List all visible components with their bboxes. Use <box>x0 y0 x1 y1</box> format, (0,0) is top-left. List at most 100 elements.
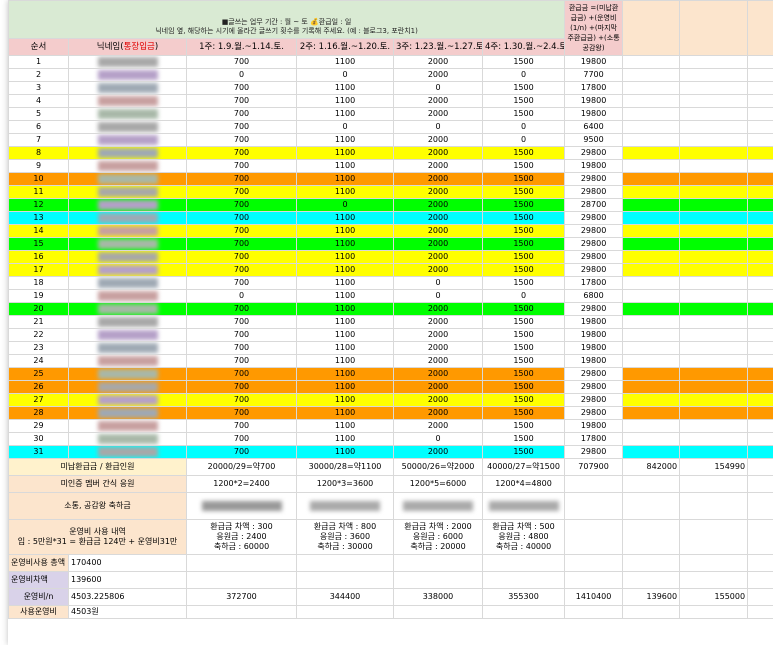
ops-balance-value[interactable]: 139600 <box>68 571 187 589</box>
nickname-cell[interactable] <box>68 107 187 121</box>
total-cell[interactable]: 29800 <box>564 406 624 420</box>
week3-cell[interactable]: 2000 <box>393 406 483 420</box>
week1-cell[interactable]: 700 <box>186 81 297 95</box>
week1-cell[interactable]: 700 <box>186 341 297 355</box>
week2-cell[interactable]: 1100 <box>296 276 394 290</box>
nickname-cell[interactable] <box>68 445 187 459</box>
blank-cell[interactable] <box>622 55 681 69</box>
week4-cell[interactable]: 1500 <box>481 211 566 225</box>
week2-cell[interactable]: 1100 <box>296 133 394 147</box>
blank-cell[interactable] <box>622 0 681 56</box>
blank-cell[interactable] <box>747 354 773 368</box>
week3-cell[interactable]: 2000 <box>393 328 483 342</box>
total-cell[interactable]: 29800 <box>564 445 624 459</box>
week4-cell[interactable]: 1500 <box>481 315 566 329</box>
blank-cell[interactable] <box>622 198 681 212</box>
week1-cell[interactable]: 700 <box>186 419 297 433</box>
blank-cell[interactable] <box>679 120 749 134</box>
blank-cell[interactable] <box>186 554 297 572</box>
total-cell[interactable]: 28700 <box>564 198 624 212</box>
blank-cell[interactable] <box>747 159 773 173</box>
blank-cell[interactable] <box>679 237 749 251</box>
week2-cell[interactable]: 1100 <box>296 172 394 186</box>
blank-cell[interactable] <box>622 554 681 572</box>
blank-cell[interactable] <box>679 0 749 56</box>
blank-cell[interactable] <box>564 571 624 589</box>
week1-cell[interactable]: 700 <box>186 55 297 69</box>
unpaid-extra2[interactable]: 154990 <box>679 458 749 476</box>
week2-cell[interactable]: 1100 <box>296 185 394 199</box>
blank-cell[interactable] <box>747 393 773 407</box>
blank-cell[interactable] <box>747 406 773 420</box>
nickname-cell[interactable] <box>68 81 187 95</box>
blank-cell[interactable] <box>622 315 681 329</box>
week4-cell[interactable]: 1500 <box>481 159 566 173</box>
week2-cell[interactable]: 1100 <box>296 146 394 160</box>
blank-cell[interactable] <box>747 224 773 238</box>
week3-cell[interactable]: 2000 <box>393 315 483 329</box>
week2-cell[interactable]: 1100 <box>296 315 394 329</box>
ops-per-extra2[interactable]: 155000 <box>679 588 749 606</box>
nickname-cell[interactable] <box>68 419 187 433</box>
nickname-cell[interactable] <box>68 380 187 394</box>
total-cell[interactable]: 19800 <box>564 55 624 69</box>
week2-cell[interactable]: 1100 <box>296 263 394 277</box>
week4-cell[interactable]: 1500 <box>481 263 566 277</box>
blank-cell[interactable] <box>186 571 297 589</box>
blank-cell[interactable] <box>747 475 773 493</box>
blank-cell[interactable] <box>622 250 681 264</box>
blank-cell[interactable] <box>679 328 749 342</box>
week1-cell[interactable]: 700 <box>186 328 297 342</box>
blank-cell[interactable] <box>622 289 681 303</box>
nickname-cell[interactable] <box>68 198 187 212</box>
total-cell[interactable]: 19800 <box>564 419 624 433</box>
week2-cell[interactable]: 1100 <box>296 354 394 368</box>
week1-cell[interactable]: 700 <box>186 185 297 199</box>
total-cell[interactable]: 29800 <box>564 302 624 316</box>
week3-cell[interactable]: 2000 <box>393 302 483 316</box>
row-number[interactable]: 16 <box>8 250 69 264</box>
col-week3-header[interactable]: 3주: 1.23.월.~1.27.토. <box>393 37 483 57</box>
blank-cell[interactable] <box>747 146 773 160</box>
total-cell[interactable]: 29800 <box>564 367 624 381</box>
week2-cell[interactable]: 1100 <box>296 107 394 121</box>
blank-cell[interactable] <box>747 133 773 147</box>
blank-cell[interactable] <box>747 571 773 589</box>
week1-cell[interactable]: 0 <box>186 68 297 82</box>
nickname-cell[interactable] <box>68 159 187 173</box>
blank-cell[interactable] <box>622 81 681 95</box>
blank-cell[interactable] <box>679 315 749 329</box>
blank-cell[interactable] <box>747 341 773 355</box>
week3-cell[interactable]: 2000 <box>393 68 483 82</box>
week1-cell[interactable]: 700 <box>186 432 297 446</box>
nickname-cell[interactable] <box>68 302 187 316</box>
blank-cell[interactable] <box>747 458 773 476</box>
nickname-cell[interactable] <box>68 276 187 290</box>
week3-cell[interactable]: 0 <box>393 120 483 134</box>
blank-cell[interactable] <box>622 185 681 199</box>
comm-w1[interactable] <box>186 492 297 520</box>
total-cell[interactable]: 29800 <box>564 172 624 186</box>
week2-cell[interactable]: 0 <box>296 120 394 134</box>
week2-cell[interactable]: 1100 <box>296 55 394 69</box>
blank-cell[interactable] <box>296 554 394 572</box>
blank-cell[interactable] <box>622 172 681 186</box>
week3-cell[interactable]: 2000 <box>393 185 483 199</box>
blank-cell[interactable] <box>564 519 624 555</box>
blank-cell[interactable] <box>679 81 749 95</box>
blank-cell[interactable] <box>622 211 681 225</box>
ops-per-total[interactable]: 1410400 <box>564 588 624 606</box>
nickname-cell[interactable] <box>68 406 187 420</box>
blank-cell[interactable] <box>481 554 566 572</box>
unpaid-w2[interactable]: 30000/28=약1100 <box>296 458 394 476</box>
week4-cell[interactable]: 1500 <box>481 380 566 394</box>
w4-detail[interactable]: 환급금 차액 : 500 응원금 : 4800 축하금 : 40000 <box>481 519 566 555</box>
row-number[interactable]: 9 <box>8 159 69 173</box>
week2-cell[interactable]: 1100 <box>296 393 394 407</box>
row-number[interactable]: 25 <box>8 367 69 381</box>
row-number[interactable]: 15 <box>8 237 69 251</box>
week2-cell[interactable]: 0 <box>296 198 394 212</box>
row-number[interactable]: 10 <box>8 172 69 186</box>
total-cell[interactable]: 7700 <box>564 68 624 82</box>
week4-cell[interactable]: 1500 <box>481 302 566 316</box>
